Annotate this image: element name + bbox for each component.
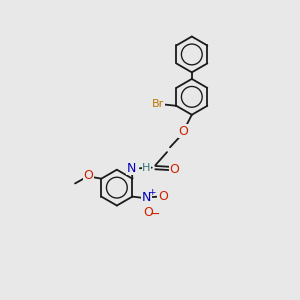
Text: +: +	[148, 188, 155, 197]
Text: O: O	[178, 125, 188, 138]
Text: Br: Br	[152, 99, 164, 109]
Text: O: O	[83, 169, 93, 182]
Text: −: −	[149, 208, 160, 221]
Text: O: O	[169, 163, 179, 176]
Text: N: N	[142, 191, 152, 204]
Text: H: H	[142, 163, 151, 172]
Text: O: O	[158, 190, 168, 203]
Text: N: N	[127, 162, 136, 175]
Text: O: O	[144, 206, 153, 219]
